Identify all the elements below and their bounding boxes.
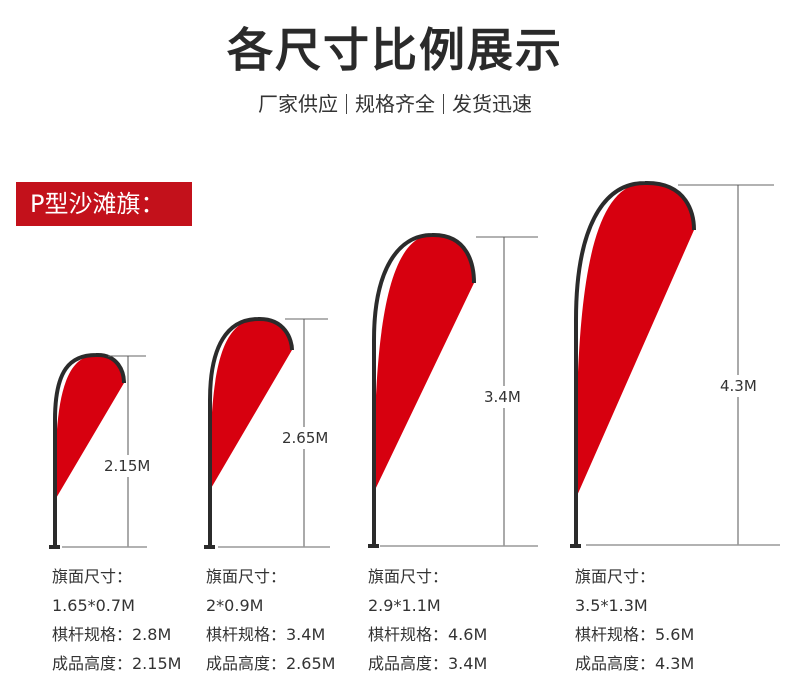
pole-spec: 棋杆规格：5.6M <box>575 625 695 644</box>
flag-1-specs: 旗面尺寸： 1.65*0.7M 棋杆规格：2.8M 成品高度：2.15M <box>52 562 181 678</box>
spec-heading: 旗面尺寸： <box>206 567 287 586</box>
flag-3-specs: 旗面尺寸： 2.9*1.1M 棋杆规格：4.6M 成品高度：3.4M <box>368 562 487 678</box>
subtitle: 厂家供应 规格齐全 发货迅速 <box>0 88 790 117</box>
pole-spec: 棋杆规格：4.6M <box>368 625 488 644</box>
flag-3-height-label: 3.4M <box>484 386 521 408</box>
divider <box>346 94 347 114</box>
subtitle-shipping: 发货迅速 <box>452 92 532 116</box>
face-size: 2.9*1.1M <box>368 596 441 615</box>
divider <box>443 94 444 114</box>
flag-1-height-label: 2.15M <box>104 455 151 477</box>
flag-4-pole <box>574 180 696 546</box>
flag-4-foot <box>570 544 581 548</box>
flag-2-specs: 旗面尺寸： 2*0.9M 棋杆规格：3.4M 成品高度：2.65M <box>206 562 335 678</box>
flag-1-foot <box>49 545 60 549</box>
flag-3-foot <box>368 544 379 548</box>
flag-4-fabric <box>576 182 694 498</box>
flag-2-foot <box>204 545 215 549</box>
flag-3-illustration <box>368 232 538 548</box>
face-size: 3.5*1.3M <box>575 596 648 615</box>
flag-3-pole <box>372 232 476 546</box>
face-size: 2*0.9M <box>206 596 264 615</box>
flag-2-illustration <box>204 316 330 549</box>
flag-4-illustration <box>570 180 780 548</box>
flag-4-height-label: 4.3M <box>720 375 757 397</box>
flag-2-fabric <box>210 318 292 490</box>
flag-1-illustration <box>49 352 147 549</box>
flag-2-pole <box>208 316 294 547</box>
pole-spec: 棋杆规格：3.4M <box>206 625 326 644</box>
page-title: 各尺寸比例展示 <box>227 23 563 77</box>
product-height: 成品高度：2.65M <box>206 654 336 673</box>
product-height: 成品高度：4.3M <box>575 654 695 673</box>
pole-spec: 棋杆规格：2.8M <box>52 625 172 644</box>
subtitle-factory: 厂家供应 <box>258 92 338 116</box>
flag-1-fabric <box>55 354 124 500</box>
spec-heading: 旗面尺寸： <box>575 567 656 586</box>
flag-4-specs: 旗面尺寸： 3.5*1.3M 棋杆规格：5.6M 成品高度：4.3M <box>575 562 694 678</box>
product-height: 成品高度：3.4M <box>368 654 488 673</box>
spec-heading: 旗面尺寸： <box>368 567 449 586</box>
spec-heading: 旗面尺寸： <box>52 567 133 586</box>
flag-3-fabric <box>374 234 474 493</box>
flag-2-height-label: 2.65M <box>282 427 329 449</box>
product-height: 成品高度：2.15M <box>52 654 182 673</box>
subtitle-specs: 规格齐全 <box>355 92 435 116</box>
face-size: 1.65*0.7M <box>52 596 135 615</box>
flag-1-pole <box>53 352 126 547</box>
section-tag: P型沙滩旗： <box>16 182 192 226</box>
